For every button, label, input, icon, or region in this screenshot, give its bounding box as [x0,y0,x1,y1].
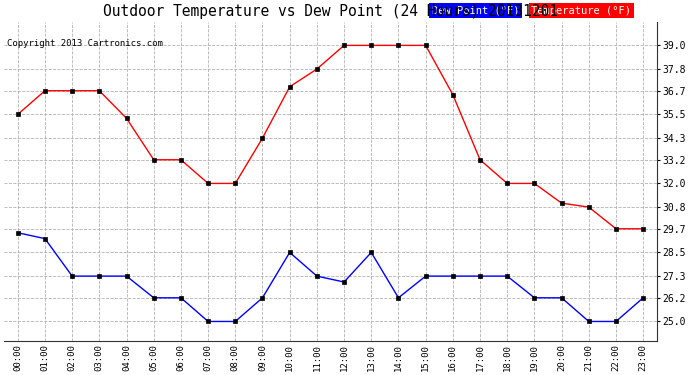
Title: Outdoor Temperature vs Dew Point (24 Hours) 20131201: Outdoor Temperature vs Dew Point (24 Hou… [103,4,558,19]
Text: Dew Point (°F): Dew Point (°F) [432,6,519,15]
Text: Copyright 2013 Cartronics.com: Copyright 2013 Cartronics.com [7,39,163,48]
Text: Temperature (°F): Temperature (°F) [531,6,631,15]
